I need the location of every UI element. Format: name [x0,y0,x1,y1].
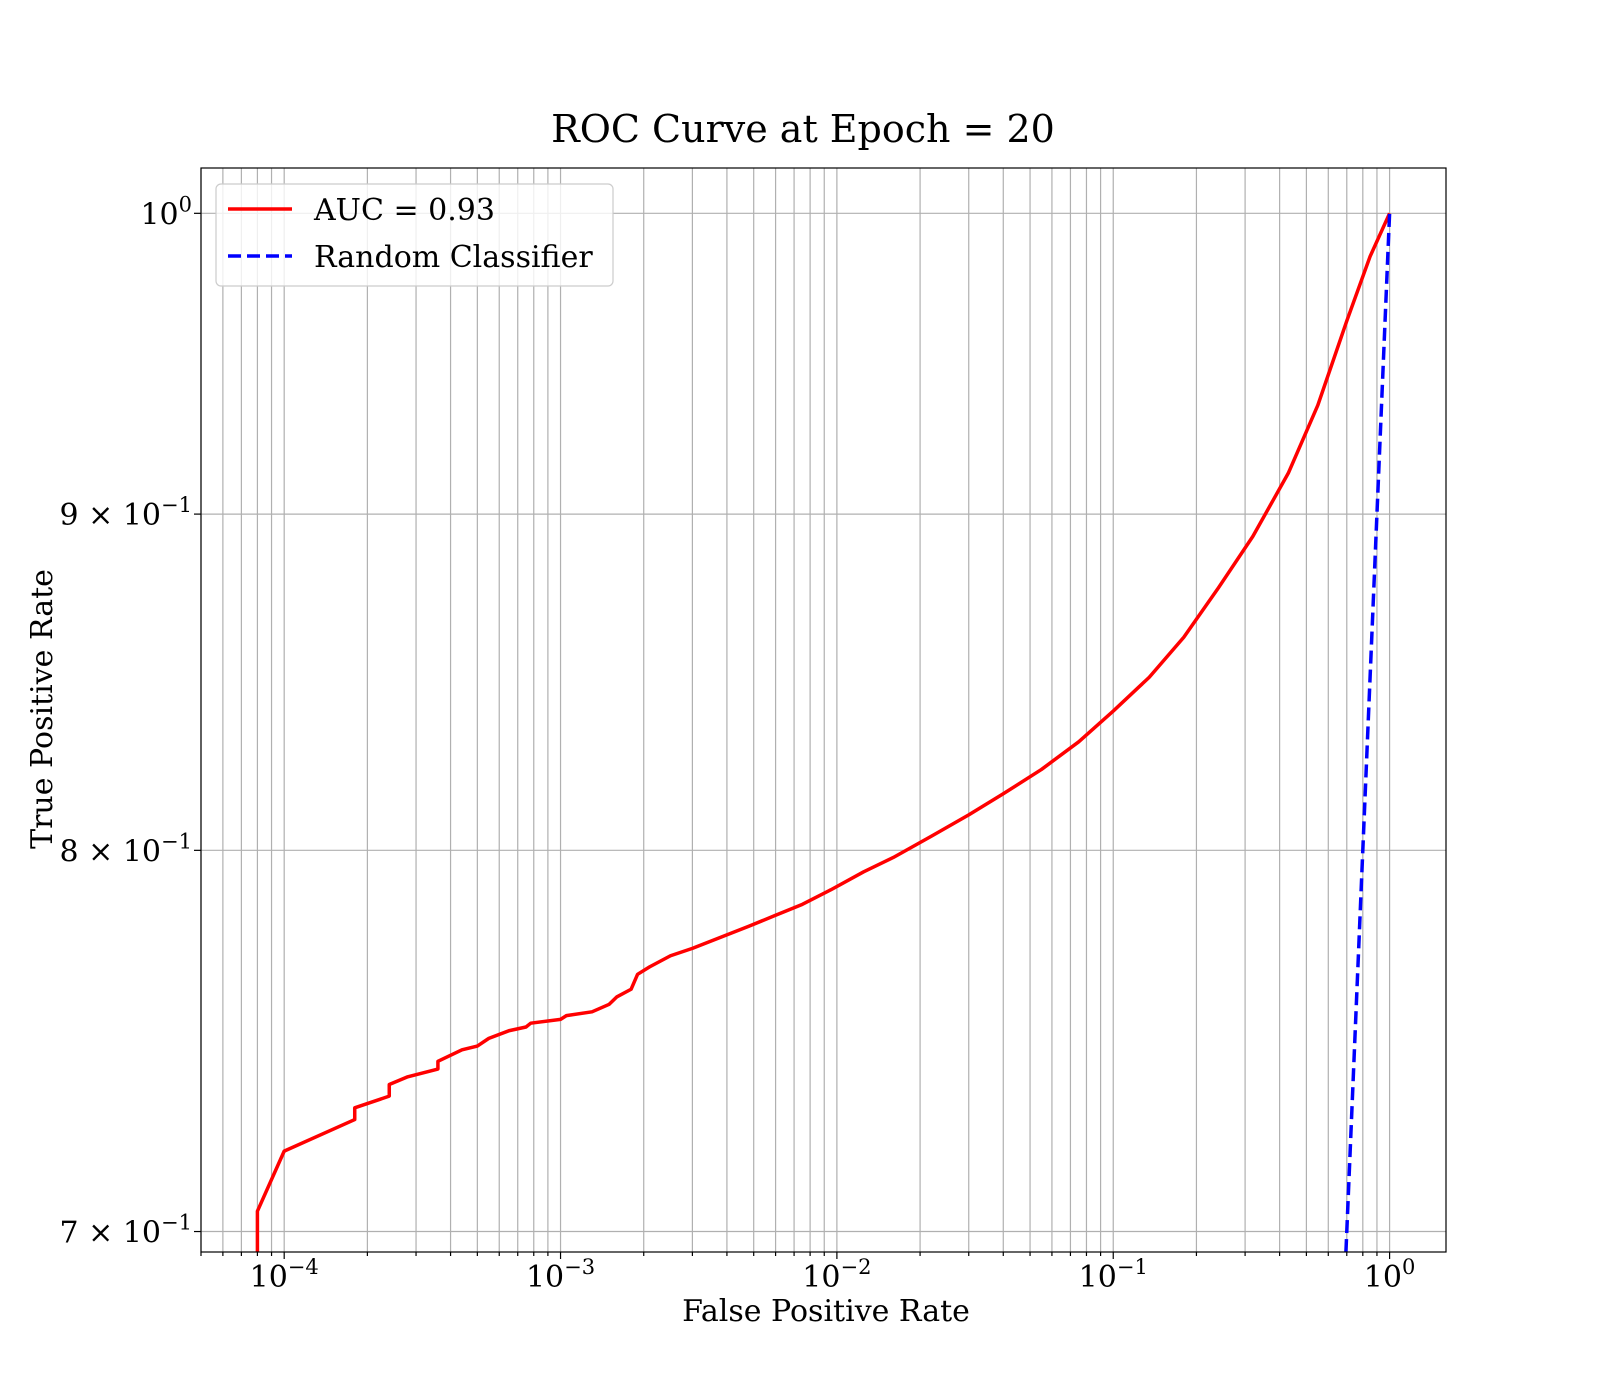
y-tick-label: 8 × 10−1 [60,829,192,869]
grid [200,168,1446,1252]
axis-ticks: 10−4 10−3 10−2 10−1 100 100 9 × 10−1 8 × 10−1 7 … [60,192,1416,1295]
chart-title: ROC Curve at Epoch = 20 [551,107,1055,151]
y-axis-label: True Positive Rate [25,569,60,849]
y-tick-label: 7 × 10−1 [60,1211,192,1251]
legend-label-random: Random Classifier [314,240,593,275]
series-line-0 [255,212,1392,1252]
plot-frame [200,167,1447,1253]
legend: AUC = 0.93 Random Classifier [215,183,614,287]
x-axis-label: False Positive Rate [682,1294,970,1329]
x-tick-label: 100 [1364,1255,1416,1295]
x-tick-label: 10−3 [526,1255,595,1295]
plot-series [255,212,1392,1252]
x-tick-label: 10−2 [802,1255,871,1295]
series-line-1 [1344,213,1392,1252]
legend-box [215,183,614,287]
x-tick-label: 10−4 [250,1255,319,1295]
x-tick-label: 10−1 [1079,1255,1148,1295]
legend-label-auc: AUC = 0.93 [313,193,495,228]
y-tick-label: 100 [140,192,192,232]
y-tick-label: 9 × 10−1 [60,493,192,533]
